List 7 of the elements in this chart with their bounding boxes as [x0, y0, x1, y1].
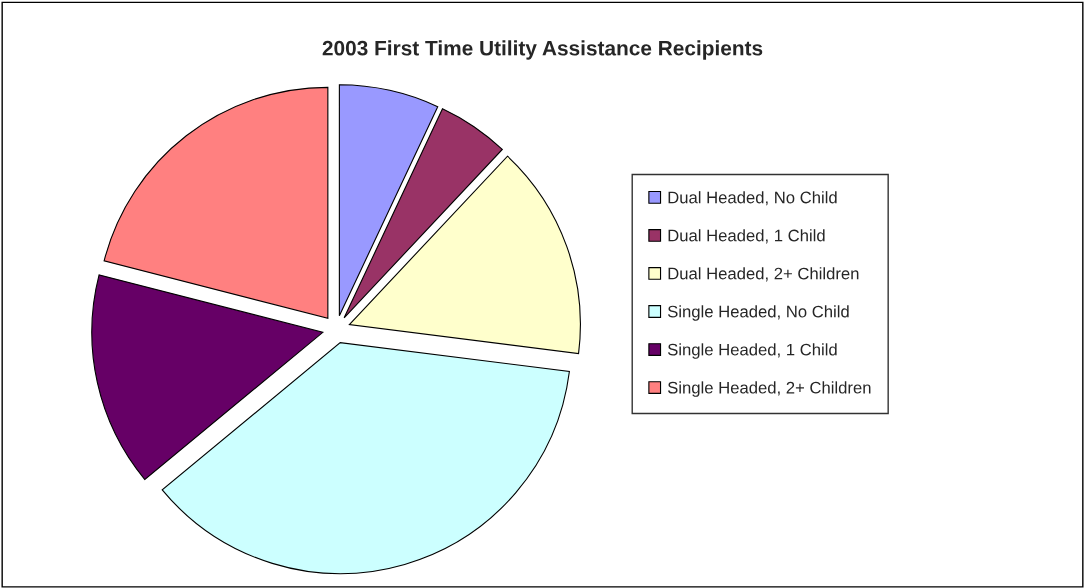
legend-label: Dual Headed, No Child	[668, 191, 837, 206]
legend-label: Single Headed, 2+ Children	[667, 381, 871, 397]
legend-label: Single Headed, 1 Child	[667, 343, 837, 359]
legend-label: Single Headed, No Child	[667, 305, 849, 321]
legend-label: Dual Headed, 2+ Children	[668, 267, 859, 282]
legend-label: Dual Headed, 1 Child	[668, 229, 825, 244]
chart-title: 2003 First Time Utility Assistance Recipients	[322, 40, 763, 60]
